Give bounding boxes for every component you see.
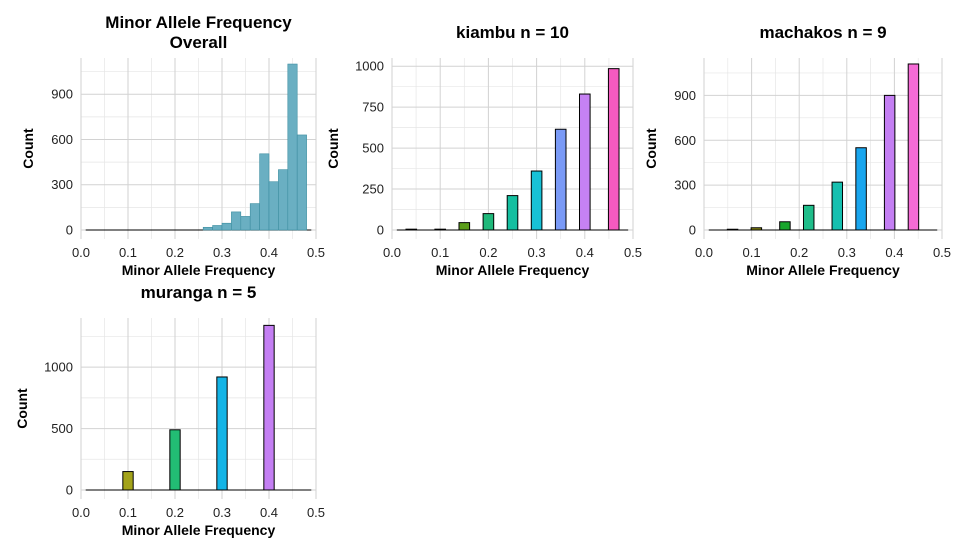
y-tick-label: 300	[674, 178, 696, 193]
x-axis-title: Minor Allele Frequency	[122, 262, 276, 278]
bar	[530, 170, 543, 231]
bar	[434, 228, 447, 231]
bar	[240, 216, 251, 231]
bar	[169, 429, 181, 491]
bar	[212, 225, 223, 231]
x-tick-label: 0.1	[119, 245, 137, 260]
x-tick-label: 0.2	[790, 245, 808, 260]
x-axis-title: Minor Allele Frequency	[122, 522, 276, 538]
x-tick-label: 0.5	[307, 505, 325, 520]
bar	[750, 227, 763, 231]
x-tick-label: 0.2	[166, 505, 184, 520]
chart-panel-4: 0.0 0.1 0.2 0.3 0.4 0.5 0 500 1000 Minor Allele F…	[14, 283, 325, 538]
y-tick-label: 250	[362, 182, 384, 197]
bar	[482, 213, 495, 231]
chart-panel-3: 0.0 0.1 0.2 0.3 0.4 0.5 0 300 600 900 Minor Allele…	[643, 23, 951, 278]
x-tick-label: 0.5	[307, 245, 325, 260]
bar	[831, 181, 844, 231]
y-axis-title: Count	[325, 128, 341, 169]
x-tick-label: 0.0	[695, 245, 713, 260]
bar	[216, 376, 228, 491]
bar	[802, 204, 815, 231]
bar	[268, 181, 279, 231]
bar	[259, 153, 270, 231]
bar	[231, 211, 242, 231]
bar	[607, 68, 620, 231]
bar	[287, 63, 298, 231]
y-tick-label: 1000	[44, 360, 73, 375]
x-axis-title: Minor Allele Frequency	[436, 262, 590, 278]
x-tick-label: 0.3	[213, 505, 231, 520]
chart-title: muranga n = 5	[141, 283, 257, 302]
y-axis-title: Count	[20, 128, 36, 169]
x-tick-label: 0.2	[166, 245, 184, 260]
bar	[278, 169, 289, 231]
x-tick-label: 0.4	[885, 245, 903, 260]
x-tick-label: 0.3	[213, 245, 231, 260]
y-tick-label: 0	[66, 483, 73, 498]
chart-panel-2: 0.0 0.1 0.2 0.3 0.4 0.5 0 250 500 750 1000 Minor Al…	[325, 23, 642, 278]
bar	[202, 226, 213, 231]
chart-title: Minor Allele Frequency	[105, 13, 292, 32]
x-axis-title: Minor Allele Frequency	[746, 262, 900, 278]
y-tick-label: 600	[51, 132, 73, 147]
bar	[554, 128, 567, 231]
bar	[855, 147, 867, 231]
bar	[405, 228, 418, 231]
y-tick-label: 900	[51, 87, 73, 102]
x-tick-label: 0.0	[383, 245, 401, 260]
y-tick-label: 900	[674, 88, 696, 103]
y-tick-label: 750	[362, 100, 384, 115]
y-tick-label: 600	[674, 133, 696, 148]
bar	[249, 203, 260, 231]
y-tick-label: 500	[362, 141, 384, 156]
x-tick-label: 0.1	[119, 505, 137, 520]
bar	[779, 221, 791, 231]
chart-title: Overall	[170, 33, 228, 52]
y-tick-label: 0	[689, 223, 696, 238]
bar	[506, 195, 519, 231]
y-tick-label: 1000	[355, 59, 384, 74]
x-tick-label: 0.4	[260, 505, 278, 520]
chart-title: machakos n = 9	[759, 23, 886, 42]
chart-title: kiambu n = 10	[456, 23, 569, 42]
y-tick-label: 500	[51, 421, 73, 436]
bar	[221, 222, 232, 231]
bar	[726, 228, 739, 231]
bar	[883, 94, 896, 231]
bar	[578, 93, 591, 231]
x-tick-label: 0.0	[72, 505, 90, 520]
chart-panel-1: 0.0 0.1 0.2 0.3 0.4 0.5 0 300 600 900 Minor Allele…	[20, 13, 325, 278]
x-tick-label: 0.5	[624, 245, 642, 260]
x-tick-label: 0.5	[933, 245, 951, 260]
x-tick-label: 0.4	[260, 245, 278, 260]
y-tick-label: 0	[377, 223, 384, 238]
bar	[907, 63, 920, 231]
x-tick-label: 0.1	[431, 245, 449, 260]
x-tick-label: 0.2	[479, 245, 497, 260]
y-axis-title: Count	[643, 128, 659, 169]
bar	[263, 324, 275, 491]
y-tick-label: 300	[51, 177, 73, 192]
bar	[296, 134, 307, 231]
x-tick-label: 0.0	[72, 245, 90, 260]
x-tick-label: 0.3	[528, 245, 546, 260]
x-tick-label: 0.4	[576, 245, 594, 260]
x-tick-label: 0.1	[743, 245, 761, 260]
bar	[458, 222, 471, 231]
bar	[122, 471, 134, 491]
y-tick-label: 0	[66, 223, 73, 238]
x-tick-label: 0.3	[838, 245, 856, 260]
y-axis-title: Count	[14, 388, 30, 429]
